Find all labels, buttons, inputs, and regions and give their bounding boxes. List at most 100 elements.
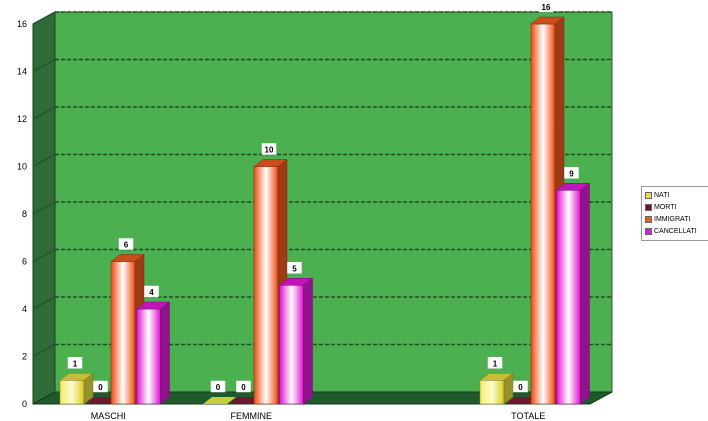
bar-morti-totale bbox=[505, 397, 539, 404]
legend-swatch bbox=[645, 203, 652, 211]
y-tick-label: 2 bbox=[22, 352, 27, 362]
bar-cancellati-maschi bbox=[135, 301, 171, 405]
data-label-text: 16 bbox=[542, 3, 551, 12]
legend-label: CANCELLATI bbox=[654, 227, 697, 235]
data-label-text: 0 bbox=[518, 383, 523, 392]
gridline-side bbox=[32, 249, 56, 262]
data-label-box bbox=[487, 357, 503, 369]
gridline-side bbox=[32, 106, 56, 120]
gridlines bbox=[32, 11, 612, 357]
gridline-side bbox=[32, 296, 56, 310]
bar-top bbox=[555, 183, 591, 191]
bar-flat bbox=[203, 397, 236, 404]
gridline-side bbox=[32, 201, 56, 215]
data-label: 1 bbox=[67, 357, 83, 369]
gridline-side bbox=[32, 154, 56, 167]
bar-cancellati-femmine bbox=[278, 277, 314, 405]
data-label-box bbox=[513, 380, 528, 393]
bar-front bbox=[279, 284, 304, 405]
bar-flat bbox=[228, 397, 262, 404]
y-tick-label: 12 bbox=[17, 114, 27, 124]
data-label-text: 6 bbox=[124, 241, 129, 250]
bar-morti-maschi bbox=[85, 397, 119, 404]
data-label-text: 9 bbox=[569, 169, 574, 178]
gridline-side bbox=[32, 11, 56, 25]
gridline-side bbox=[32, 59, 56, 72]
legend-item-nati: NATI bbox=[645, 189, 708, 201]
bar-front bbox=[556, 189, 581, 405]
data-label-text: 0 bbox=[216, 383, 221, 392]
bar-nati-maschi bbox=[59, 372, 94, 405]
bar-side bbox=[160, 301, 170, 405]
data-label-box bbox=[118, 238, 134, 250]
bar-front bbox=[253, 166, 279, 405]
data-label: 0 bbox=[236, 380, 251, 393]
data-label-text: 1 bbox=[73, 359, 78, 368]
bar-morti-femmine bbox=[228, 397, 262, 404]
bar-top bbox=[59, 373, 94, 381]
legend-item-morti: MORTI bbox=[645, 201, 708, 213]
category-label: TOTALE bbox=[511, 411, 545, 421]
bar-top bbox=[530, 16, 565, 25]
bars bbox=[59, 16, 591, 405]
data-label-box bbox=[67, 357, 83, 369]
data-label-text: 10 bbox=[265, 146, 274, 155]
bar-top bbox=[253, 159, 288, 167]
data-label: 9 bbox=[564, 167, 579, 179]
bar-side bbox=[303, 277, 313, 405]
y-tick-label: 0 bbox=[22, 399, 27, 409]
bar-front bbox=[110, 261, 136, 405]
bar-nati-femmine bbox=[203, 397, 236, 404]
bar-top bbox=[479, 373, 514, 381]
legend-swatch bbox=[645, 191, 652, 199]
y-tick-label: 10 bbox=[17, 162, 27, 172]
bar-front bbox=[59, 379, 85, 405]
data-label-text: 0 bbox=[241, 383, 246, 392]
data-label-box bbox=[236, 380, 251, 393]
y-tick-label: 8 bbox=[22, 209, 27, 219]
bar-front bbox=[479, 379, 505, 405]
data-label-text: 0 bbox=[98, 383, 103, 392]
legend-label: NATI bbox=[654, 191, 670, 199]
bar-nati-totale bbox=[479, 372, 514, 405]
legend-swatch bbox=[645, 215, 652, 223]
legend: NATI MORTI IMMIGRATI CANCELLATI bbox=[641, 186, 708, 241]
bar-flat bbox=[505, 397, 539, 404]
gridline-side bbox=[32, 344, 56, 357]
bar-front bbox=[136, 308, 161, 405]
data-label-box bbox=[287, 262, 302, 274]
data-label: 0 bbox=[513, 380, 528, 393]
data-label: 5 bbox=[287, 262, 302, 274]
y-tick-label: 4 bbox=[22, 304, 27, 314]
data-label: 0 bbox=[93, 380, 108, 393]
data-label-box bbox=[564, 167, 579, 179]
data-label-box bbox=[144, 285, 159, 298]
legend-label: MORTI bbox=[654, 203, 677, 211]
bar-top bbox=[135, 301, 171, 310]
bar-flat bbox=[85, 397, 119, 404]
y-tick-label: 6 bbox=[22, 257, 27, 267]
bar-front bbox=[530, 23, 556, 405]
y-tick-label: 16 bbox=[17, 19, 27, 29]
data-label-text: 4 bbox=[149, 288, 154, 297]
data-label: 1 bbox=[487, 357, 503, 369]
data-label-box bbox=[261, 143, 277, 155]
bar-side bbox=[580, 182, 590, 405]
category-label: FEMMINE bbox=[231, 411, 273, 421]
data-label-box bbox=[93, 380, 108, 393]
bar-top bbox=[110, 254, 145, 262]
floor bbox=[32, 391, 613, 405]
data-label: 16 bbox=[538, 0, 554, 13]
legend-swatch bbox=[645, 227, 652, 235]
data-label: 0 bbox=[210, 380, 226, 393]
data-label: 6 bbox=[118, 238, 134, 250]
data-label-text: 1 bbox=[493, 359, 498, 368]
legend-label: IMMIGRATI bbox=[654, 215, 691, 223]
bar-top bbox=[278, 278, 314, 286]
data-label: 10 bbox=[261, 143, 277, 155]
y-axis-ticks: 0 2 4 6 8 10 12 14 16 bbox=[17, 19, 27, 409]
category-label: MASCHI bbox=[91, 411, 126, 421]
data-label-text: 5 bbox=[292, 264, 297, 273]
